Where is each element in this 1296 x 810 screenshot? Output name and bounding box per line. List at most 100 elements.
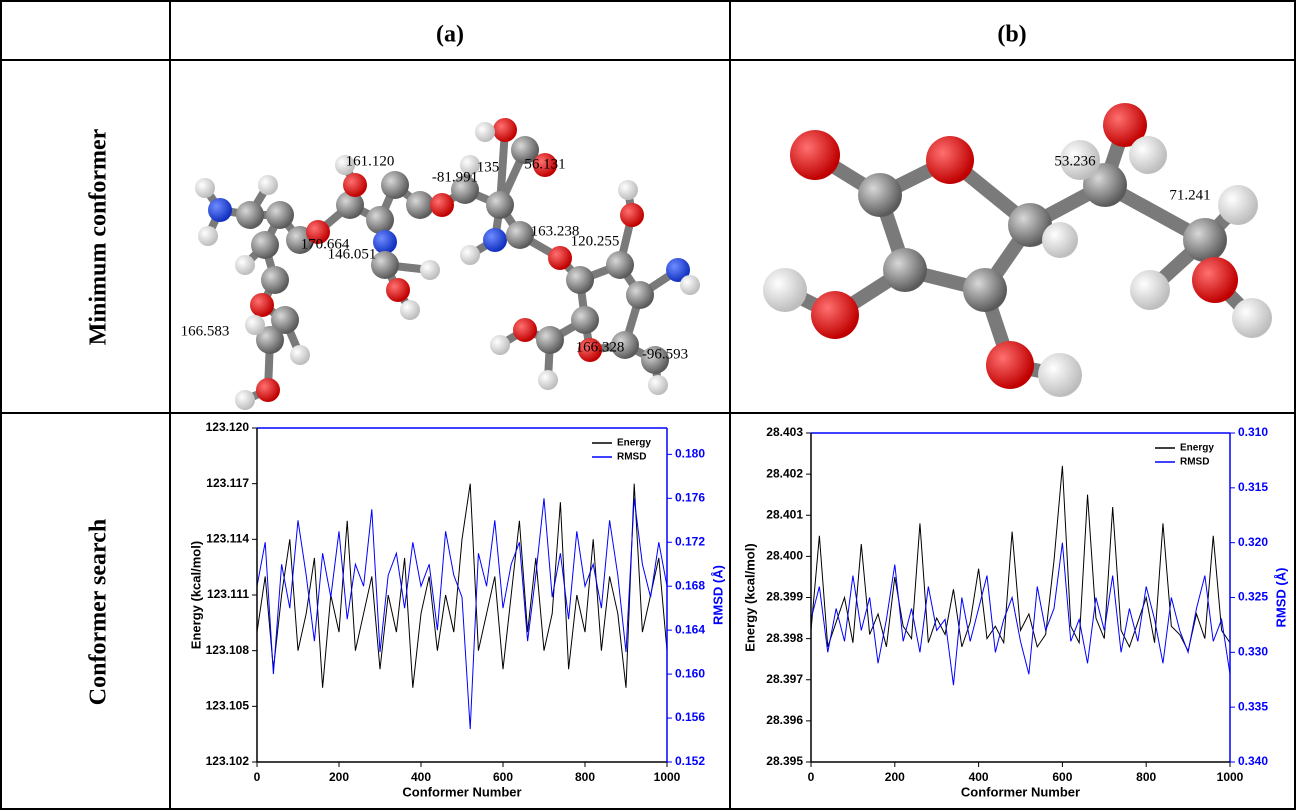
atom: [236, 201, 264, 229]
x-tick-label: 0: [808, 770, 815, 784]
legend-label: RMSD: [1180, 457, 1209, 468]
y-axis-label: Energy (kcal/mol): [188, 541, 203, 649]
atom: [475, 122, 495, 142]
dihedral-label: 146.051: [328, 246, 377, 262]
atom: [626, 281, 654, 309]
atom: [538, 370, 558, 390]
y2-tick-label: 0.168: [675, 578, 705, 592]
dihedral-label: 135: [477, 159, 500, 175]
y-tick-label: 28.399: [766, 590, 803, 604]
atom: [490, 335, 510, 355]
x-tick-label: 800: [1136, 770, 1156, 784]
atom: [986, 341, 1034, 389]
atom: [336, 191, 364, 219]
y-tick-label: 28.398: [766, 631, 803, 645]
atom: [571, 306, 599, 334]
dihedral-label: -96.593: [642, 346, 688, 362]
y2-tick-label: 0.152: [675, 754, 705, 768]
series-line: [256, 498, 668, 730]
y-tick-label: 28.401: [766, 507, 803, 521]
atom: [666, 258, 690, 282]
dihedral-label: 166.583: [181, 323, 230, 339]
legend-label: Energy: [617, 438, 651, 449]
dihedral-label: 120.255: [571, 233, 620, 249]
atom: [258, 175, 278, 195]
molecule-a: [195, 118, 700, 410]
atom: [1192, 257, 1238, 303]
x-tick-label: 600: [493, 770, 513, 784]
y-tick-label: 123.105: [206, 699, 250, 713]
atom: [763, 268, 807, 312]
dihedral-label: 170.664: [301, 236, 350, 252]
y2-axis-label: RMSD (Å): [1273, 568, 1288, 628]
series-line: [810, 465, 1231, 653]
y2-tick-label: 0.172: [675, 534, 705, 548]
atom: [963, 268, 1007, 312]
atom: [790, 130, 840, 180]
y2-tick-label: 0.180: [675, 447, 705, 461]
dihedral-label: 71.241: [1169, 187, 1210, 203]
x-tick-label: 200: [329, 770, 349, 784]
atom: [506, 221, 534, 249]
atom: [1008, 203, 1052, 247]
x-tick-label: 400: [411, 770, 431, 784]
y2-tick-label: 0.310: [1238, 425, 1268, 439]
y2-tick-label: 0.325: [1238, 590, 1268, 604]
atom: [1130, 270, 1170, 310]
y2-tick-label: 0.335: [1238, 699, 1268, 713]
atom: [235, 390, 255, 410]
dihedral-label: 161.120: [346, 153, 395, 169]
y-tick-label: 123.117: [206, 476, 249, 490]
x-tick-label: 1000: [1217, 770, 1244, 784]
column-header: (b): [997, 22, 1026, 48]
atom: [251, 231, 279, 259]
atom: [290, 345, 310, 365]
atom: [195, 178, 215, 198]
series-line: [810, 542, 1231, 686]
atom: [858, 173, 902, 217]
atom: [648, 375, 668, 395]
x-tick-label: 400: [969, 770, 989, 784]
atom: [406, 191, 434, 219]
molecule-b: [763, 103, 1272, 397]
atom: [460, 155, 480, 175]
y-tick-label: 123.111: [207, 587, 249, 601]
y2-tick-label: 0.340: [1238, 754, 1268, 768]
atom: [548, 246, 572, 270]
atom: [460, 245, 480, 265]
y2-tick-label: 0.156: [675, 710, 705, 724]
atom: [235, 255, 255, 275]
column-header: (a): [436, 22, 464, 48]
atom: [1232, 298, 1272, 338]
atom: [486, 191, 514, 219]
y-tick-label: 28.403: [766, 425, 803, 439]
y2-tick-label: 0.164: [675, 622, 705, 636]
atom: [400, 300, 420, 320]
y2-tick-label: 0.160: [675, 666, 705, 680]
y-tick-label: 28.402: [766, 466, 803, 480]
y-tick-label: 28.396: [766, 713, 803, 727]
atom: [926, 136, 974, 184]
x-axis-label: Conformer Number: [402, 784, 521, 799]
atom: [335, 155, 355, 175]
atom: [271, 306, 299, 334]
atom: [266, 201, 294, 229]
atom: [343, 173, 367, 197]
x-tick-label: 0: [254, 770, 261, 784]
atom: [578, 338, 602, 362]
atom: [256, 326, 284, 354]
atom: [306, 220, 330, 244]
y-tick-label: 28.397: [766, 672, 803, 686]
row-label: Conformer search: [86, 519, 112, 705]
atom: [680, 275, 700, 295]
atom: [198, 226, 218, 246]
atom: [606, 251, 634, 279]
x-tick-label: 200: [885, 770, 905, 784]
atom: [1038, 353, 1082, 397]
atom: [611, 331, 639, 359]
y2-tick-label: 0.176: [675, 490, 705, 504]
atom: [483, 228, 507, 252]
atom: [566, 266, 594, 294]
